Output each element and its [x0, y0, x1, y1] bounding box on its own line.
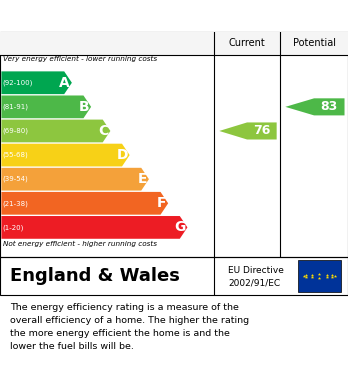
Text: Not energy efficient - higher running costs: Not energy efficient - higher running co… [3, 241, 158, 248]
Text: Potential: Potential [293, 38, 335, 48]
Text: C: C [98, 124, 109, 138]
Bar [0, 32, 348, 54]
Text: (92-100): (92-100) [3, 79, 33, 86]
Text: A: A [60, 76, 70, 90]
Polygon shape [1, 192, 168, 215]
Text: Energy Efficiency Rating: Energy Efficiency Rating [10, 9, 220, 23]
Text: EU Directive: EU Directive [228, 266, 284, 275]
Text: 76: 76 [253, 124, 270, 138]
Polygon shape [1, 72, 72, 94]
Text: England & Wales: England & Wales [10, 267, 180, 285]
Polygon shape [285, 98, 345, 115]
Text: E: E [138, 172, 147, 186]
Text: B: B [79, 100, 89, 114]
Polygon shape [1, 144, 130, 167]
Text: D: D [117, 148, 128, 162]
Bar [298, 260, 341, 292]
Text: (55-68): (55-68) [3, 152, 29, 158]
Polygon shape [1, 95, 91, 118]
Text: (1-20): (1-20) [3, 224, 24, 231]
Polygon shape [1, 168, 149, 190]
Text: F: F [157, 196, 166, 210]
Text: The energy efficiency rating is a measure of the
overall efficiency of a home. T: The energy efficiency rating is a measur… [10, 303, 250, 351]
Text: Current: Current [229, 38, 266, 48]
Text: 83: 83 [321, 100, 338, 113]
Text: Very energy efficient - lower running costs: Very energy efficient - lower running co… [3, 56, 158, 63]
Polygon shape [219, 122, 277, 140]
Text: 2002/91/EC: 2002/91/EC [228, 278, 280, 287]
Polygon shape [1, 120, 110, 142]
Polygon shape [1, 216, 188, 239]
Text: (39-54): (39-54) [3, 176, 29, 183]
Text: (69-80): (69-80) [3, 128, 29, 134]
Text: (21-38): (21-38) [3, 200, 29, 206]
Text: G: G [174, 221, 186, 234]
Text: (81-91): (81-91) [3, 104, 29, 110]
